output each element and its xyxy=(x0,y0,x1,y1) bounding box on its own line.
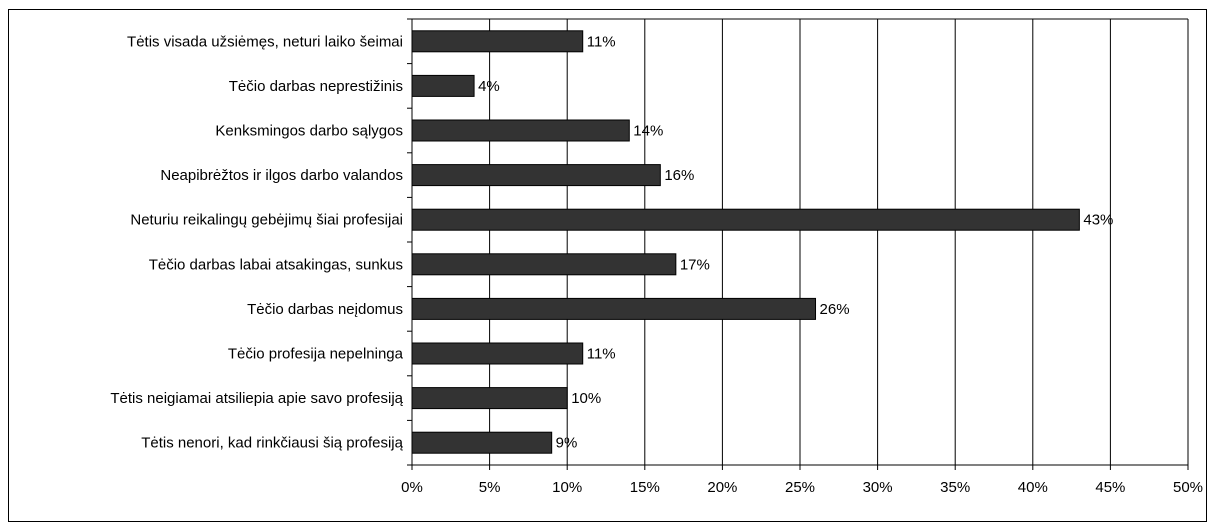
x-tick-label: 20% xyxy=(707,479,737,496)
category-label: Tėčio darbas neprestižinis xyxy=(229,78,403,95)
x-tick-label: 35% xyxy=(940,479,970,496)
category-label: Tėtis neigiamai atsiliepia apie savo pro… xyxy=(110,390,403,407)
category-label: Tėtis visada užsiėmęs, neturi laiko šeim… xyxy=(127,33,403,50)
data-label: 10% xyxy=(571,390,601,407)
bar xyxy=(411,253,677,276)
chart-frame: 0% 5% 10% 15% 20% 25% 30% 35% 40% 45% 50% Tėtis vis… xyxy=(8,9,1207,522)
x-tick-label: 5% xyxy=(479,479,501,496)
data-label: 26% xyxy=(820,301,850,318)
x-tick-label: 45% xyxy=(1095,479,1125,496)
category-label: Neturiu reikalingų gebėjimų šiai profesi… xyxy=(130,212,403,229)
category-label: Tėčio darbas neįdomus xyxy=(247,301,403,318)
x-tick-label: 10% xyxy=(552,479,582,496)
data-label: 9% xyxy=(556,435,578,452)
data-label: 17% xyxy=(680,256,710,273)
bar xyxy=(411,208,1080,231)
bar xyxy=(411,30,584,53)
bar xyxy=(411,342,584,365)
data-label: 43% xyxy=(1083,212,1113,229)
x-tick-label: 0% xyxy=(401,479,423,496)
category-label: Kenksmingos darbo sąlygos xyxy=(215,123,403,140)
bar xyxy=(411,387,568,410)
category-label: Neapibrėžtos ir ilgos darbo valandos xyxy=(160,167,403,184)
data-label: 11% xyxy=(587,346,616,363)
x-tick-label: 50% xyxy=(1173,479,1203,496)
data-label: 16% xyxy=(664,167,694,184)
bar-chart: 0% 5% 10% 15% 20% 25% 30% 35% 40% 45% 50% Tėtis vis… xyxy=(110,18,1203,496)
bar xyxy=(411,431,553,454)
bar xyxy=(411,164,661,187)
data-label: 14% xyxy=(633,123,663,140)
data-label: 4% xyxy=(478,78,500,95)
category-label: Tėčio profesija nepelninga xyxy=(228,346,404,363)
category-label: Tėčio darbas labai atsakingas, sunkus xyxy=(149,256,403,273)
x-tick-label: 30% xyxy=(863,479,893,496)
bar xyxy=(411,297,817,320)
data-label: 11% xyxy=(587,33,616,50)
bar xyxy=(411,74,475,97)
x-tick-label: 15% xyxy=(630,479,660,496)
x-tick-label: 25% xyxy=(785,479,815,496)
category-label: Tėtis nenori, kad rinkčiausi šią profesi… xyxy=(141,435,403,452)
x-tick-label: 40% xyxy=(1018,479,1048,496)
bar xyxy=(411,119,630,142)
